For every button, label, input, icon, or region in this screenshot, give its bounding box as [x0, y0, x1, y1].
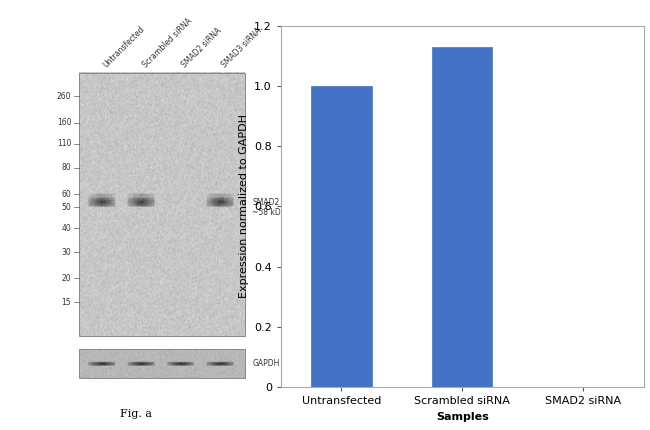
- Text: SMAD3 siRNA: SMAD3 siRNA: [220, 26, 263, 69]
- Text: Fig. a: Fig. a: [120, 408, 152, 419]
- Text: Untransfected: Untransfected: [102, 24, 147, 69]
- Text: 160: 160: [57, 118, 72, 127]
- Bar: [79, 73, 245, 336]
- Text: 80: 80: [62, 163, 72, 172]
- Text: SMAD2 siRNA: SMAD2 siRNA: [181, 26, 224, 69]
- X-axis label: Samples: Samples: [436, 412, 489, 421]
- Text: 60: 60: [62, 190, 72, 199]
- Text: 40: 40: [62, 224, 72, 233]
- Text: 50: 50: [62, 203, 72, 212]
- Text: 20: 20: [62, 274, 72, 283]
- Text: 260: 260: [57, 92, 72, 101]
- Text: Scrambled siRNA: Scrambled siRNA: [141, 16, 194, 69]
- Bar: [432, 47, 493, 387]
- Bar: [79, 349, 245, 378]
- Bar: [311, 86, 372, 387]
- Text: 15: 15: [62, 298, 72, 307]
- Text: SMAD2
~58 kDa: SMAD2 ~58 kDa: [252, 197, 286, 217]
- Text: GAPDH: GAPDH: [252, 359, 280, 368]
- Text: 30: 30: [62, 248, 72, 257]
- Y-axis label: Expression normalized to GAPDH: Expression normalized to GAPDH: [239, 114, 249, 298]
- Text: 110: 110: [57, 139, 72, 148]
